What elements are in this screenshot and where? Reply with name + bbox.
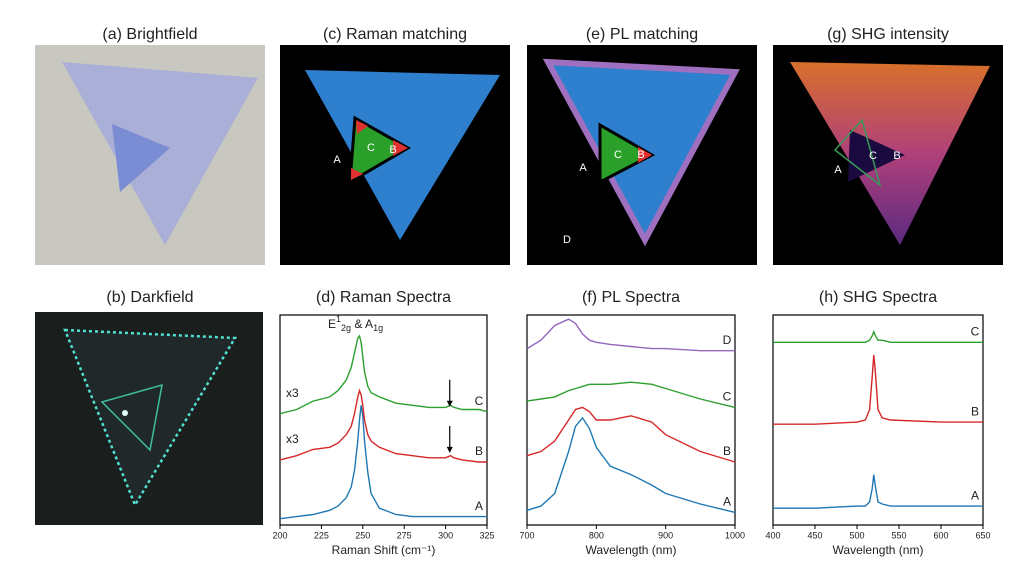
panel-title: (g) SHG intensity [827, 26, 949, 43]
region-label: C [614, 149, 622, 161]
panel-title: (c) Raman matching [323, 26, 467, 43]
corner [638, 147, 652, 163]
region-label: B [637, 149, 644, 161]
x-axis-label: Wavelength (nm) [586, 543, 677, 557]
series-label: B [475, 444, 483, 458]
series-line [773, 474, 983, 509]
chart-title: (f) PL Spectra [582, 289, 680, 306]
peak-label: E12g & A1g [328, 314, 383, 333]
series-line [526, 381, 736, 409]
region-label: A [333, 154, 341, 166]
region-label: B [389, 144, 396, 156]
region-label: A [834, 164, 842, 176]
spot [122, 410, 128, 416]
region-label: B [893, 150, 900, 162]
series-label: A [475, 499, 483, 513]
flake-center [598, 122, 656, 185]
series-scale: x3 [286, 432, 299, 446]
panel-title: (a) Brightfield [102, 26, 197, 43]
region-label: C [367, 142, 375, 154]
corner [356, 120, 368, 134]
x-tick-label: 700 [519, 530, 534, 540]
arrow-head [446, 400, 453, 407]
region-label: A [579, 162, 587, 174]
x-axis-label: Wavelength (nm) [833, 543, 924, 557]
plot-frame [279, 314, 488, 526]
series-label: B [723, 444, 731, 458]
series-line [526, 406, 736, 463]
series-label: C [475, 394, 484, 408]
flake-center [112, 124, 170, 192]
series-line [279, 405, 487, 520]
series-label: C [723, 390, 732, 404]
x-axis-label: Raman Shift (cm⁻¹) [332, 543, 436, 557]
series-label: D [723, 333, 732, 347]
x-tick-label: 600 [933, 530, 948, 540]
x-tick-label: 400 [765, 530, 780, 540]
series-scale: x3 [286, 386, 299, 400]
chart-title: (h) SHG Spectra [819, 289, 937, 306]
peak-label-part: E [328, 317, 336, 331]
series-line [773, 329, 983, 343]
corner [351, 168, 363, 180]
series-label: B [971, 404, 979, 418]
plot-frame [772, 314, 984, 526]
outline [833, 118, 882, 187]
x-tick-label: 275 [397, 530, 412, 540]
x-tick-label: 900 [658, 530, 673, 540]
flake [305, 70, 500, 240]
chart-title: (d) Raman Spectra [316, 289, 451, 306]
peak-label-part: 1g [373, 323, 383, 333]
series-label: A [971, 488, 979, 502]
arrow-head [446, 446, 453, 453]
series-line [279, 388, 487, 463]
series-line [773, 354, 983, 425]
region-label: D [563, 234, 571, 246]
panel-title: (e) PL matching [586, 26, 698, 43]
x-tick-label: 325 [479, 530, 494, 540]
x-tick-label: 650 [975, 530, 990, 540]
x-tick-label: 250 [355, 530, 370, 540]
peak-label-part: 1 [336, 314, 341, 324]
x-tick-label: 200 [272, 530, 287, 540]
region-label: C [869, 150, 877, 162]
series-line [526, 318, 735, 352]
x-tick-label: 500 [849, 530, 864, 540]
panel-title: (b) Darkfield [106, 289, 193, 306]
x-tick-label: 225 [314, 530, 329, 540]
peak-label-part: 2g [341, 323, 351, 333]
flake-center [848, 130, 905, 182]
flake-center [348, 115, 412, 185]
plot-frame [526, 314, 736, 526]
x-tick-label: 1000 [725, 530, 745, 540]
flake [63, 328, 238, 508]
peak-label-part: & A [351, 317, 373, 331]
series-line [526, 416, 736, 514]
outline [100, 383, 163, 452]
x-tick-label: 800 [589, 530, 604, 540]
x-tick-label: 300 [438, 530, 453, 540]
series-label: A [723, 495, 731, 509]
series-label: C [971, 324, 980, 338]
corner [393, 140, 408, 156]
series-line [279, 334, 488, 415]
x-tick-label: 550 [891, 530, 906, 540]
x-tick-label: 450 [807, 530, 822, 540]
